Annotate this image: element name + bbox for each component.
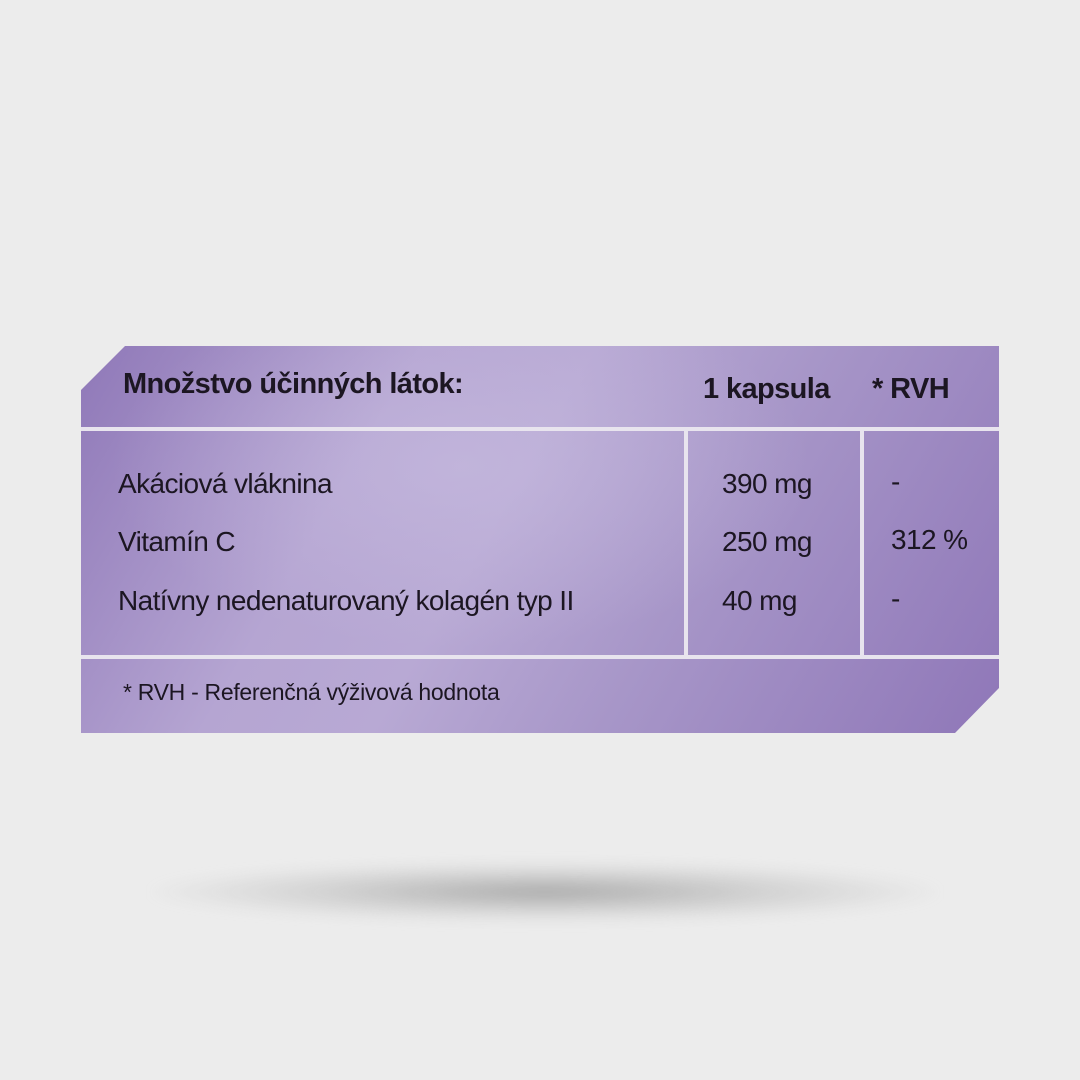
divider-col1 bbox=[684, 429, 688, 657]
row-name: Vitamín C bbox=[118, 526, 236, 557]
table-title: Množstvo účinných látok: bbox=[123, 368, 464, 400]
divider-header bbox=[81, 427, 999, 431]
row-name: Akáciová vláknina bbox=[118, 468, 333, 499]
nutrition-table: Množstvo účinných látok: 1 kapsula * RVH… bbox=[81, 346, 999, 733]
row-amount: 390 mg bbox=[722, 468, 812, 499]
row-name: Natívny nedenaturovaný kolagén typ II bbox=[118, 585, 574, 616]
row-amount: 40 mg bbox=[722, 585, 797, 616]
row-rvh: 312 % bbox=[891, 524, 968, 555]
row-rvh: - bbox=[891, 466, 900, 497]
row-rvh: - bbox=[891, 583, 900, 614]
footnote: * RVH - Referenčná výživová hodnota bbox=[123, 679, 500, 705]
header-rvh: * RVH bbox=[872, 373, 950, 405]
divider-col2 bbox=[860, 429, 864, 657]
header-amount: 1 kapsula bbox=[703, 373, 830, 405]
divider-footer bbox=[81, 655, 999, 659]
row-amount: 250 mg bbox=[722, 526, 812, 557]
drop-shadow bbox=[150, 862, 940, 922]
